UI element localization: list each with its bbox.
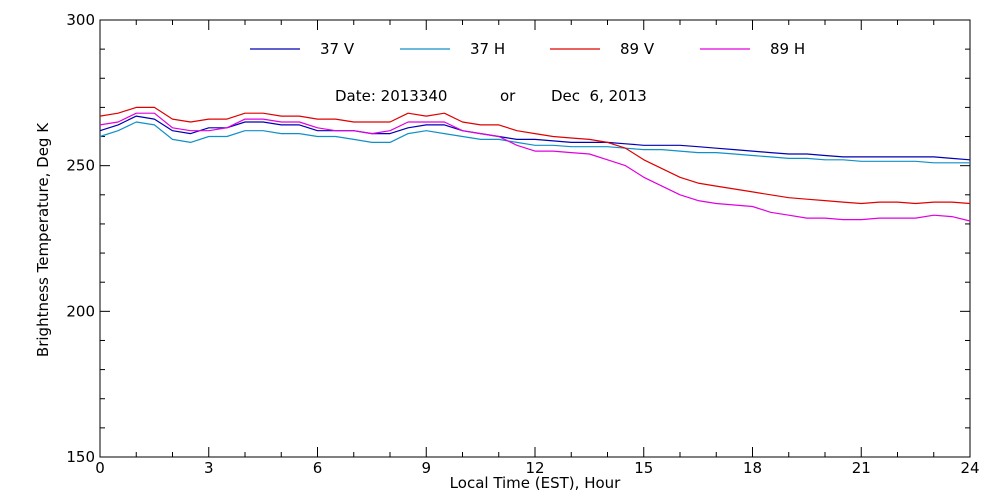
y-axis-title: Brightness Temperature, Deg K	[34, 122, 52, 357]
x-tick-label: 9	[421, 459, 431, 477]
series-line-89-h	[99, 112, 971, 222]
x-tick-label: 3	[204, 459, 214, 477]
y-tick-label: 300	[66, 11, 95, 29]
legend-label-37-v: 37 V	[320, 40, 355, 58]
y-tick-label: 250	[66, 157, 95, 175]
legend-label-89-v: 89 V	[620, 40, 655, 58]
series-line-89-v	[99, 106, 971, 205]
x-tick-label: 6	[313, 459, 323, 477]
x-tick-label: 0	[95, 459, 105, 477]
x-tick-label: 18	[743, 459, 762, 477]
x-tick-label: 24	[960, 459, 979, 477]
x-tick-label: 15	[634, 459, 653, 477]
y-tick-label: 150	[66, 448, 95, 466]
or-label: or	[500, 87, 516, 105]
x-tick-label: 12	[525, 459, 544, 477]
x-axis-title: Local Time (EST), Hour	[450, 474, 621, 492]
plot-frame	[99, 19, 971, 458]
x-tick-label: 21	[852, 459, 871, 477]
y-tick-label: 200	[66, 302, 95, 320]
date-text: Dec 6, 2013	[551, 87, 647, 105]
series-line-37-v	[99, 115, 971, 161]
legend-label-89-h: 89 H	[770, 40, 805, 58]
legend-label-37-h: 37 H	[470, 40, 505, 58]
date-label: Date: 2013340	[335, 87, 447, 105]
series-line-37-h	[99, 121, 970, 164]
